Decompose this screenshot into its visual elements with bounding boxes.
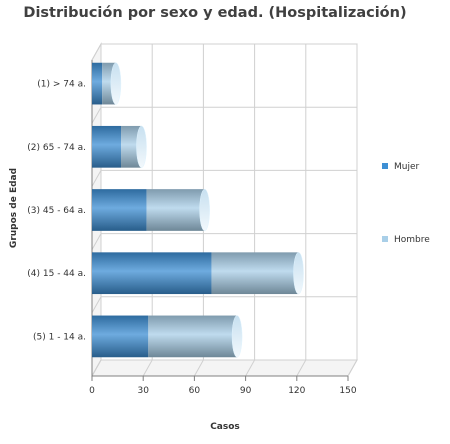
- x-tick-label: 120: [288, 386, 305, 396]
- legend-swatch-hombre: [382, 236, 388, 242]
- y-tick-label: (1) > 74 a.: [37, 80, 86, 90]
- bar-hombre-4: [148, 315, 238, 358]
- bar-mujer-2: [92, 189, 147, 231]
- bar-cap: [231, 315, 243, 358]
- bars: [92, 62, 304, 358]
- y-tick-label: (3) 45 - 64 a.: [27, 206, 86, 216]
- floor: [91, 359, 358, 377]
- chart-title: Distribución por sexo y edad. (Hospitali…: [23, 5, 407, 21]
- legend-label-mujer: Mujer: [394, 162, 420, 172]
- x-floorline: [142, 359, 153, 377]
- x-floorline: [347, 359, 358, 377]
- y-tick-label: (5) 1 - 14 a.: [33, 332, 86, 342]
- legend-label-hombre: Hombre: [394, 235, 430, 245]
- x-tick-label: 30: [137, 386, 149, 396]
- x-floorline: [193, 359, 204, 377]
- x-tick-label: 60: [189, 386, 201, 396]
- bar-hombre-3: [211, 252, 299, 295]
- x-axis-title: Casos: [210, 422, 240, 432]
- bar-hombre-2: [146, 189, 205, 231]
- x-tick-label: 90: [240, 386, 252, 396]
- y-sideline: [91, 106, 102, 124]
- bar-cap: [199, 188, 210, 232]
- bar-cap: [110, 62, 122, 105]
- y-sideline: [91, 359, 102, 377]
- bar-cap: [293, 252, 304, 295]
- y-tick-label: (2) 65 - 74 a.: [27, 143, 86, 153]
- bar-mujer-4: [92, 315, 149, 358]
- bar-cap: [136, 125, 147, 168]
- y-axis-title: Grupos de Edad: [9, 168, 19, 248]
- labels: 0 30 60 90 120 150 (1) > 74 a. (2) 65 - 74 a. (3…: [9, 80, 357, 432]
- y-tick-label: (4) 15 - 44 a.: [27, 269, 86, 279]
- x-floorline: [245, 359, 256, 377]
- y-sideline: [91, 296, 102, 314]
- bar-mujer-3: [92, 252, 212, 295]
- y-sideline: [91, 43, 102, 61]
- legend-swatch-mujer: [382, 163, 388, 169]
- legend: Mujer Hombre: [382, 162, 430, 245]
- x-tick-label: 0: [89, 386, 95, 396]
- x-floorline: [296, 359, 307, 377]
- y-sideline: [91, 233, 102, 250]
- y-sideline: [91, 170, 102, 187]
- bar-mujer-1: [92, 125, 122, 168]
- x-tick-label: 150: [339, 386, 356, 396]
- bar-mujer-0: [92, 62, 103, 105]
- bar-hombre-1: [121, 125, 142, 168]
